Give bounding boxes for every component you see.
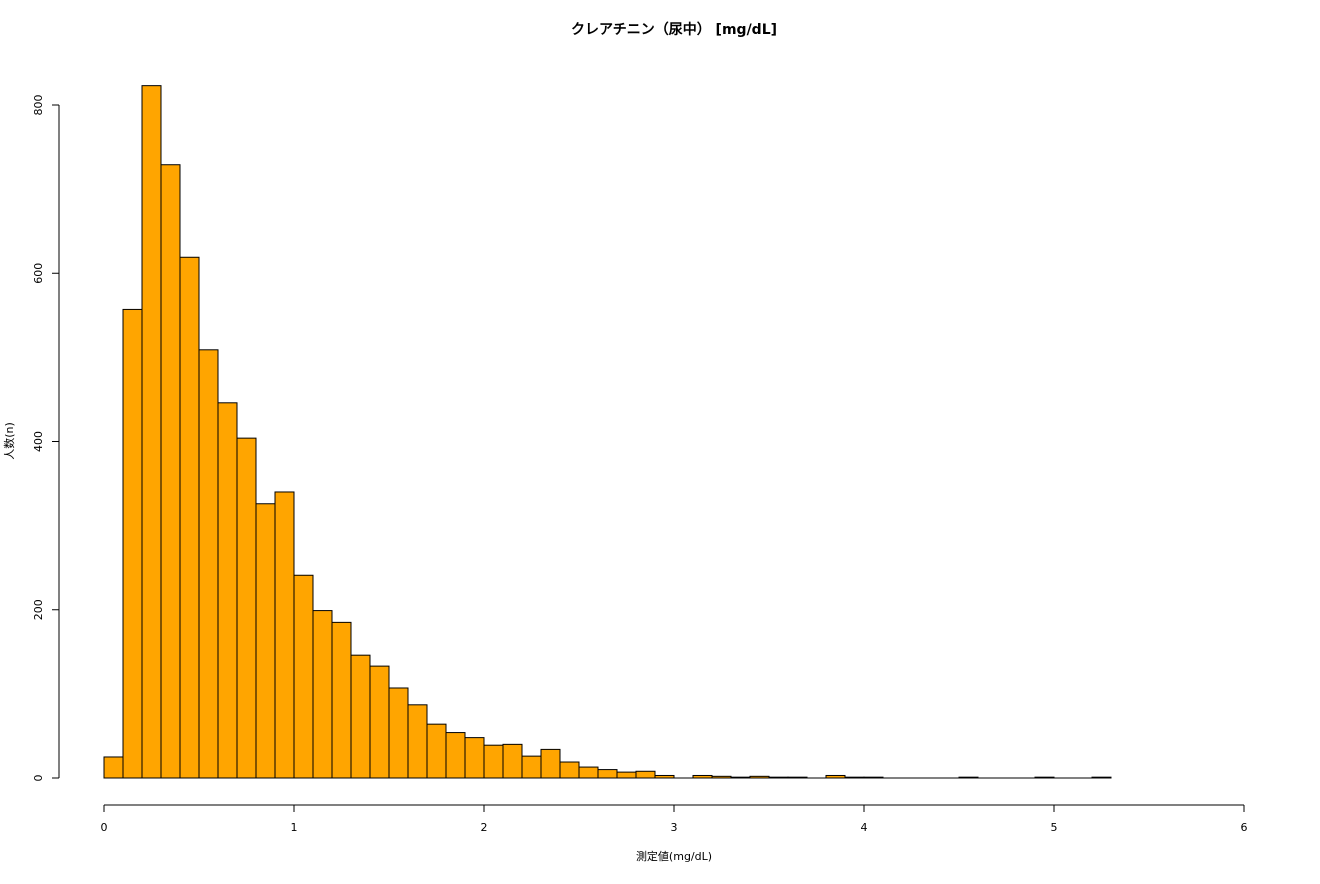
x-tick-label: 3: [671, 821, 678, 834]
bar: [521, 755, 542, 779]
bar: [103, 756, 124, 779]
bar: [787, 776, 808, 779]
bar: [692, 774, 713, 779]
bar: [502, 743, 523, 779]
bar: [578, 766, 599, 779]
bar: [407, 704, 428, 779]
bar: [825, 774, 846, 779]
bar: [369, 665, 390, 779]
bar: [312, 610, 333, 779]
bar: [464, 737, 485, 779]
x-tick-label: 6: [1241, 821, 1248, 834]
bar: [1091, 776, 1112, 779]
y-tick-label: 0: [32, 775, 45, 782]
bar: [217, 402, 238, 779]
bar: [274, 491, 295, 779]
bar: [863, 776, 884, 779]
bar: [445, 732, 466, 779]
bar: [179, 256, 200, 779]
bar: [768, 776, 789, 779]
x-tick-label: 2: [481, 821, 488, 834]
bar: [426, 723, 447, 779]
bar: [331, 621, 352, 779]
bar: [654, 774, 675, 779]
y-tick-label: 800: [32, 95, 45, 116]
y-tick-label: 400: [32, 431, 45, 452]
bar: [388, 687, 409, 779]
x-tick-label: 1: [291, 821, 298, 834]
bar: [160, 164, 181, 779]
x-tick-label: 5: [1051, 821, 1058, 834]
bar: [635, 770, 656, 779]
x-tick-label: 4: [861, 821, 868, 834]
chart-title: クレアチニン（尿中） [mg/dL]: [571, 21, 777, 38]
y-tick-label: 200: [32, 599, 45, 620]
bar: [1034, 776, 1055, 779]
bar: [483, 744, 504, 779]
bar: [958, 776, 979, 779]
y-axis-label: 人数(n): [3, 422, 16, 460]
bar: [350, 654, 371, 779]
bar: [540, 748, 561, 779]
bar: [122, 308, 143, 779]
bar: [559, 761, 580, 779]
bar: [749, 775, 770, 779]
bar: [711, 775, 732, 779]
x-axis-label: 測定値(mg/dL): [636, 849, 712, 863]
bar: [597, 769, 618, 779]
y-tick-label: 600: [32, 263, 45, 284]
bar: [616, 771, 637, 779]
x-tick-label: 0: [101, 821, 108, 834]
bar: [141, 85, 162, 779]
bar: [198, 349, 219, 779]
bar: [730, 776, 751, 779]
bar: [293, 574, 314, 779]
bar: [255, 503, 276, 779]
bar: [844, 776, 865, 779]
bar: [236, 437, 257, 779]
